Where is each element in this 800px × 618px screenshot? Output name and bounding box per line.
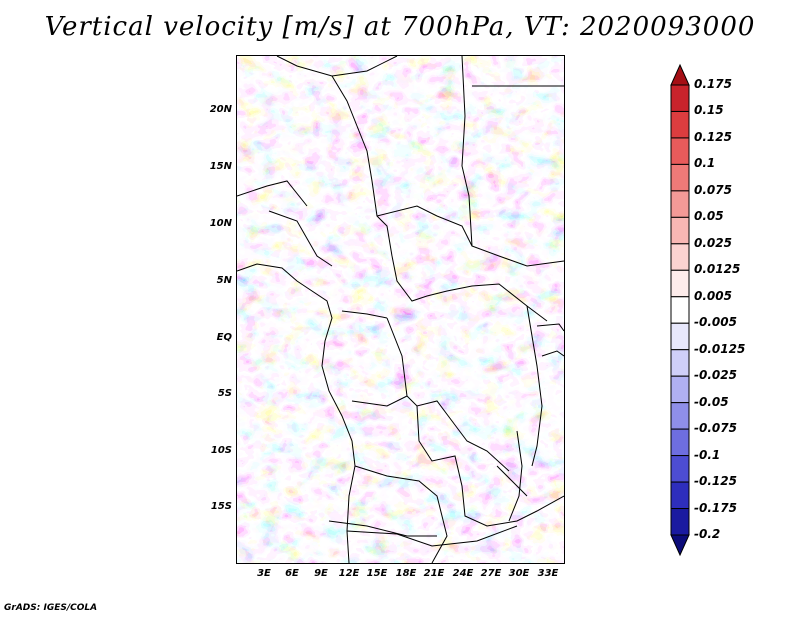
lon-label: 15E <box>366 568 388 579</box>
colorbar-label: 0.175 <box>694 77 732 91</box>
lat-label: 20N <box>209 104 232 115</box>
colorbar-segment <box>670 269 690 298</box>
lon-label: 3E <box>257 568 271 579</box>
lon-label: 21E <box>423 568 445 579</box>
colorbar-segment <box>670 163 690 192</box>
colorbar-label: 0.125 <box>694 129 732 144</box>
colorbar-segment <box>670 322 690 351</box>
colorbar-segment <box>670 402 690 430</box>
colorbar-label: -0.175 <box>694 500 737 515</box>
colorbar-label: 0.005 <box>694 288 732 303</box>
colorbar-segment <box>670 243 690 271</box>
lat-label: 5N <box>216 275 232 286</box>
colorbar-label: -0.075 <box>694 421 737 436</box>
lat-label: 10S <box>210 445 232 456</box>
colorbar-segment <box>670 534 690 557</box>
lon-label: 6E <box>285 568 299 579</box>
colorbar-segment <box>670 455 690 483</box>
map-title: Vertical velocity [m/s] at 700hPa, VT: 2… <box>44 12 756 42</box>
colorbar <box>670 63 690 557</box>
colorbar-label: -0.1 <box>694 447 721 462</box>
lat-label: 10N <box>209 218 232 229</box>
colorbar-label: 0.075 <box>694 182 732 197</box>
colorbar-segment <box>670 508 690 536</box>
colorbar-segment <box>670 296 690 324</box>
colorbar-segment <box>670 137 690 165</box>
colorbar-segment <box>670 481 690 510</box>
colorbar-segment <box>670 110 690 139</box>
colorbar-segment <box>670 63 690 86</box>
colorbar-segment <box>670 428 690 457</box>
lat-label: EQ <box>216 332 232 343</box>
colorbar-segment <box>670 349 690 377</box>
colorbar-label: 0.0125 <box>694 262 741 277</box>
lon-label: 30E <box>508 568 530 579</box>
lat-label: 5S <box>217 388 232 399</box>
colorbar-label: -0.125 <box>694 474 737 489</box>
colorbar-segment <box>670 375 690 404</box>
lon-label: 9E <box>314 568 328 579</box>
footer-credit: GrADS: IGES/COLA <box>4 603 98 613</box>
map-panel[interactable] <box>236 55 565 564</box>
colorbar-label: 0.05 <box>694 209 724 224</box>
colorbar-segment <box>670 216 690 245</box>
colorbar-label: 0.1 <box>694 156 716 171</box>
colorbar-label: -0.025 <box>694 368 737 383</box>
colorbar-label: -0.0125 <box>694 341 746 356</box>
lon-label: 18E <box>395 568 417 579</box>
lon-label: 33E <box>537 568 559 579</box>
lat-label: 15S <box>210 501 232 512</box>
colorbar-label: -0.005 <box>694 315 737 330</box>
lon-label: 12E <box>338 568 360 579</box>
lon-label: 24E <box>452 568 474 579</box>
colorbar-segment <box>670 84 690 112</box>
colorbar-label: -0.05 <box>694 394 729 409</box>
colorbar-label: 0.025 <box>694 235 732 250</box>
colorbar-segment <box>670 190 690 218</box>
colorbar-label: 0.15 <box>694 103 724 118</box>
lat-label: 15N <box>209 161 232 172</box>
lon-label: 27E <box>480 568 502 579</box>
velocity-field <box>237 56 564 563</box>
colorbar-label: -0.2 <box>694 527 721 541</box>
